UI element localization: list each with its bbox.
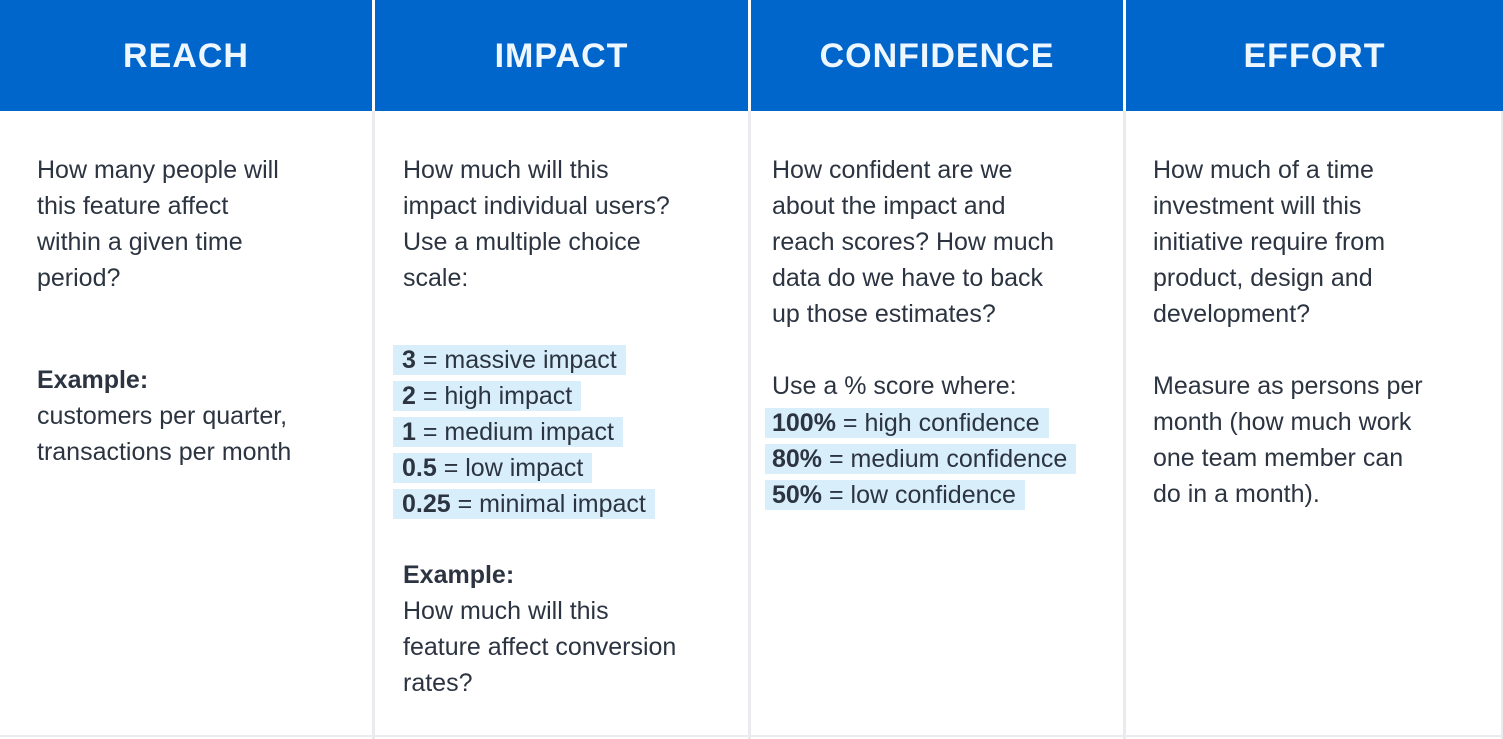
reach-example-line: transactions per month	[37, 438, 292, 466]
effort-measure-line: month (how much work	[1153, 408, 1412, 436]
impact-scale-label: = medium impact	[415, 418, 614, 446]
confidence-scale-item: 80% = medium confidence	[765, 444, 1077, 474]
confidence-scale-value: 100%	[772, 409, 836, 437]
impact-example-line: feature affect conversion	[403, 633, 677, 661]
impact-scale-label: = massive impact	[415, 346, 617, 374]
impact-scale-item: 1 = medium impact	[393, 417, 623, 447]
impact-question-line: Use a multiple choice	[403, 228, 641, 256]
confidence-question: How confident are we about the impact an…	[772, 152, 1054, 332]
header-effort: EFFORT	[1126, 0, 1503, 111]
impact-scale-item: 0.5 = low impact	[393, 453, 593, 483]
column-confidence: CONFIDENCE How confident are we about th…	[751, 0, 1126, 739]
impact-scale-label: = minimal impact	[450, 490, 646, 518]
confidence-question-line: data do we have to back	[772, 264, 1044, 292]
impact-question-line: impact individual users?	[403, 192, 670, 220]
reach-question-line: How many people will	[37, 156, 279, 184]
reach-question-line: within a given time	[37, 228, 243, 256]
impact-scale-label: = high impact	[415, 382, 573, 410]
confidence-question-line: about the impact and	[772, 192, 1006, 220]
column-reach: REACH How many people will this feature …	[0, 0, 375, 739]
effort-question: How much of a time investment will this …	[1153, 152, 1385, 332]
confidence-question-line: reach scores? How much	[772, 228, 1055, 256]
impact-question-line: How much will this	[403, 156, 609, 184]
column-effort: EFFORT How much of a time investment wil…	[1126, 0, 1503, 739]
impact-question: How much will this impact individual use…	[403, 152, 670, 296]
effort-question-line: product, design and	[1153, 264, 1373, 292]
column-impact: IMPACT How much will this impact individ…	[375, 0, 751, 739]
effort-measure: Measure as persons per month (how much w…	[1153, 368, 1423, 512]
reach-example-label: Example:	[37, 366, 149, 394]
confidence-scale-item: 50% = low confidence	[765, 480, 1025, 510]
effort-measure-line: Measure as persons per	[1153, 372, 1423, 400]
reach-question: How many people will this feature affect…	[37, 152, 279, 296]
reach-question-line: this feature affect	[37, 192, 229, 220]
header-impact: IMPACT	[375, 0, 751, 111]
impact-question-line: scale:	[403, 264, 469, 292]
header-impact-label: IMPACT	[494, 37, 629, 75]
effort-question-line: How much of a time	[1153, 156, 1374, 184]
reach-example-line: customers per quarter,	[37, 402, 288, 430]
confidence-scale-item: 100% = high confidence	[765, 408, 1049, 438]
header-effort-label: EFFORT	[1243, 37, 1386, 75]
confidence-scale-value: 50%	[772, 481, 823, 509]
effort-measure-line: do in a month).	[1153, 480, 1320, 508]
impact-scale-label: = low impact	[436, 454, 584, 482]
impact-scale-value: 3	[402, 346, 416, 374]
header-reach-label: REACH	[123, 37, 249, 75]
confidence-question-line: up those estimates?	[772, 300, 996, 328]
confidence-scale-label: = high confidence	[835, 409, 1040, 437]
impact-example: How much will this feature affect conver…	[403, 593, 676, 701]
confidence-score-intro: Use a % score where:	[772, 372, 1017, 400]
impact-example-line: rates?	[403, 669, 473, 697]
impact-example-label: Example:	[403, 561, 515, 589]
cell-effort: How much of a time investment will this …	[1126, 111, 1501, 737]
impact-scale-item: 2 = high impact	[393, 381, 582, 411]
reach-example: customers per quarter, transactions per …	[37, 398, 291, 470]
impact-scale-item: 3 = massive impact	[393, 345, 626, 375]
reach-question-line: period?	[37, 264, 121, 292]
impact-scale-value: 0.5	[402, 454, 437, 482]
confidence-scale-value: 80%	[772, 445, 823, 473]
impact-scale-value: 0.25	[402, 490, 451, 518]
effort-question-line: investment will this	[1153, 192, 1362, 220]
confidence-scale-label: = low confidence	[822, 481, 1016, 509]
impact-example-line: How much will this	[403, 597, 609, 625]
effort-measure-line: one team member can	[1153, 444, 1404, 472]
header-confidence-label: CONFIDENCE	[819, 37, 1055, 75]
impact-scale-item: 0.25 = minimal impact	[393, 489, 655, 519]
header-confidence: CONFIDENCE	[751, 0, 1126, 111]
cell-impact: How much will this impact individual use…	[375, 111, 748, 737]
effort-question-line: development?	[1153, 300, 1311, 328]
confidence-question-line: How confident are we	[772, 156, 1013, 184]
cell-reach: How many people will this feature affect…	[0, 111, 372, 737]
cell-confidence: How confident are we about the impact an…	[751, 111, 1123, 737]
header-reach: REACH	[0, 0, 375, 111]
effort-question-line: initiative require from	[1153, 228, 1386, 256]
impact-scale-value: 2	[402, 382, 416, 410]
impact-scale-value: 1	[402, 418, 416, 446]
confidence-scale-label: = medium confidence	[822, 445, 1068, 473]
